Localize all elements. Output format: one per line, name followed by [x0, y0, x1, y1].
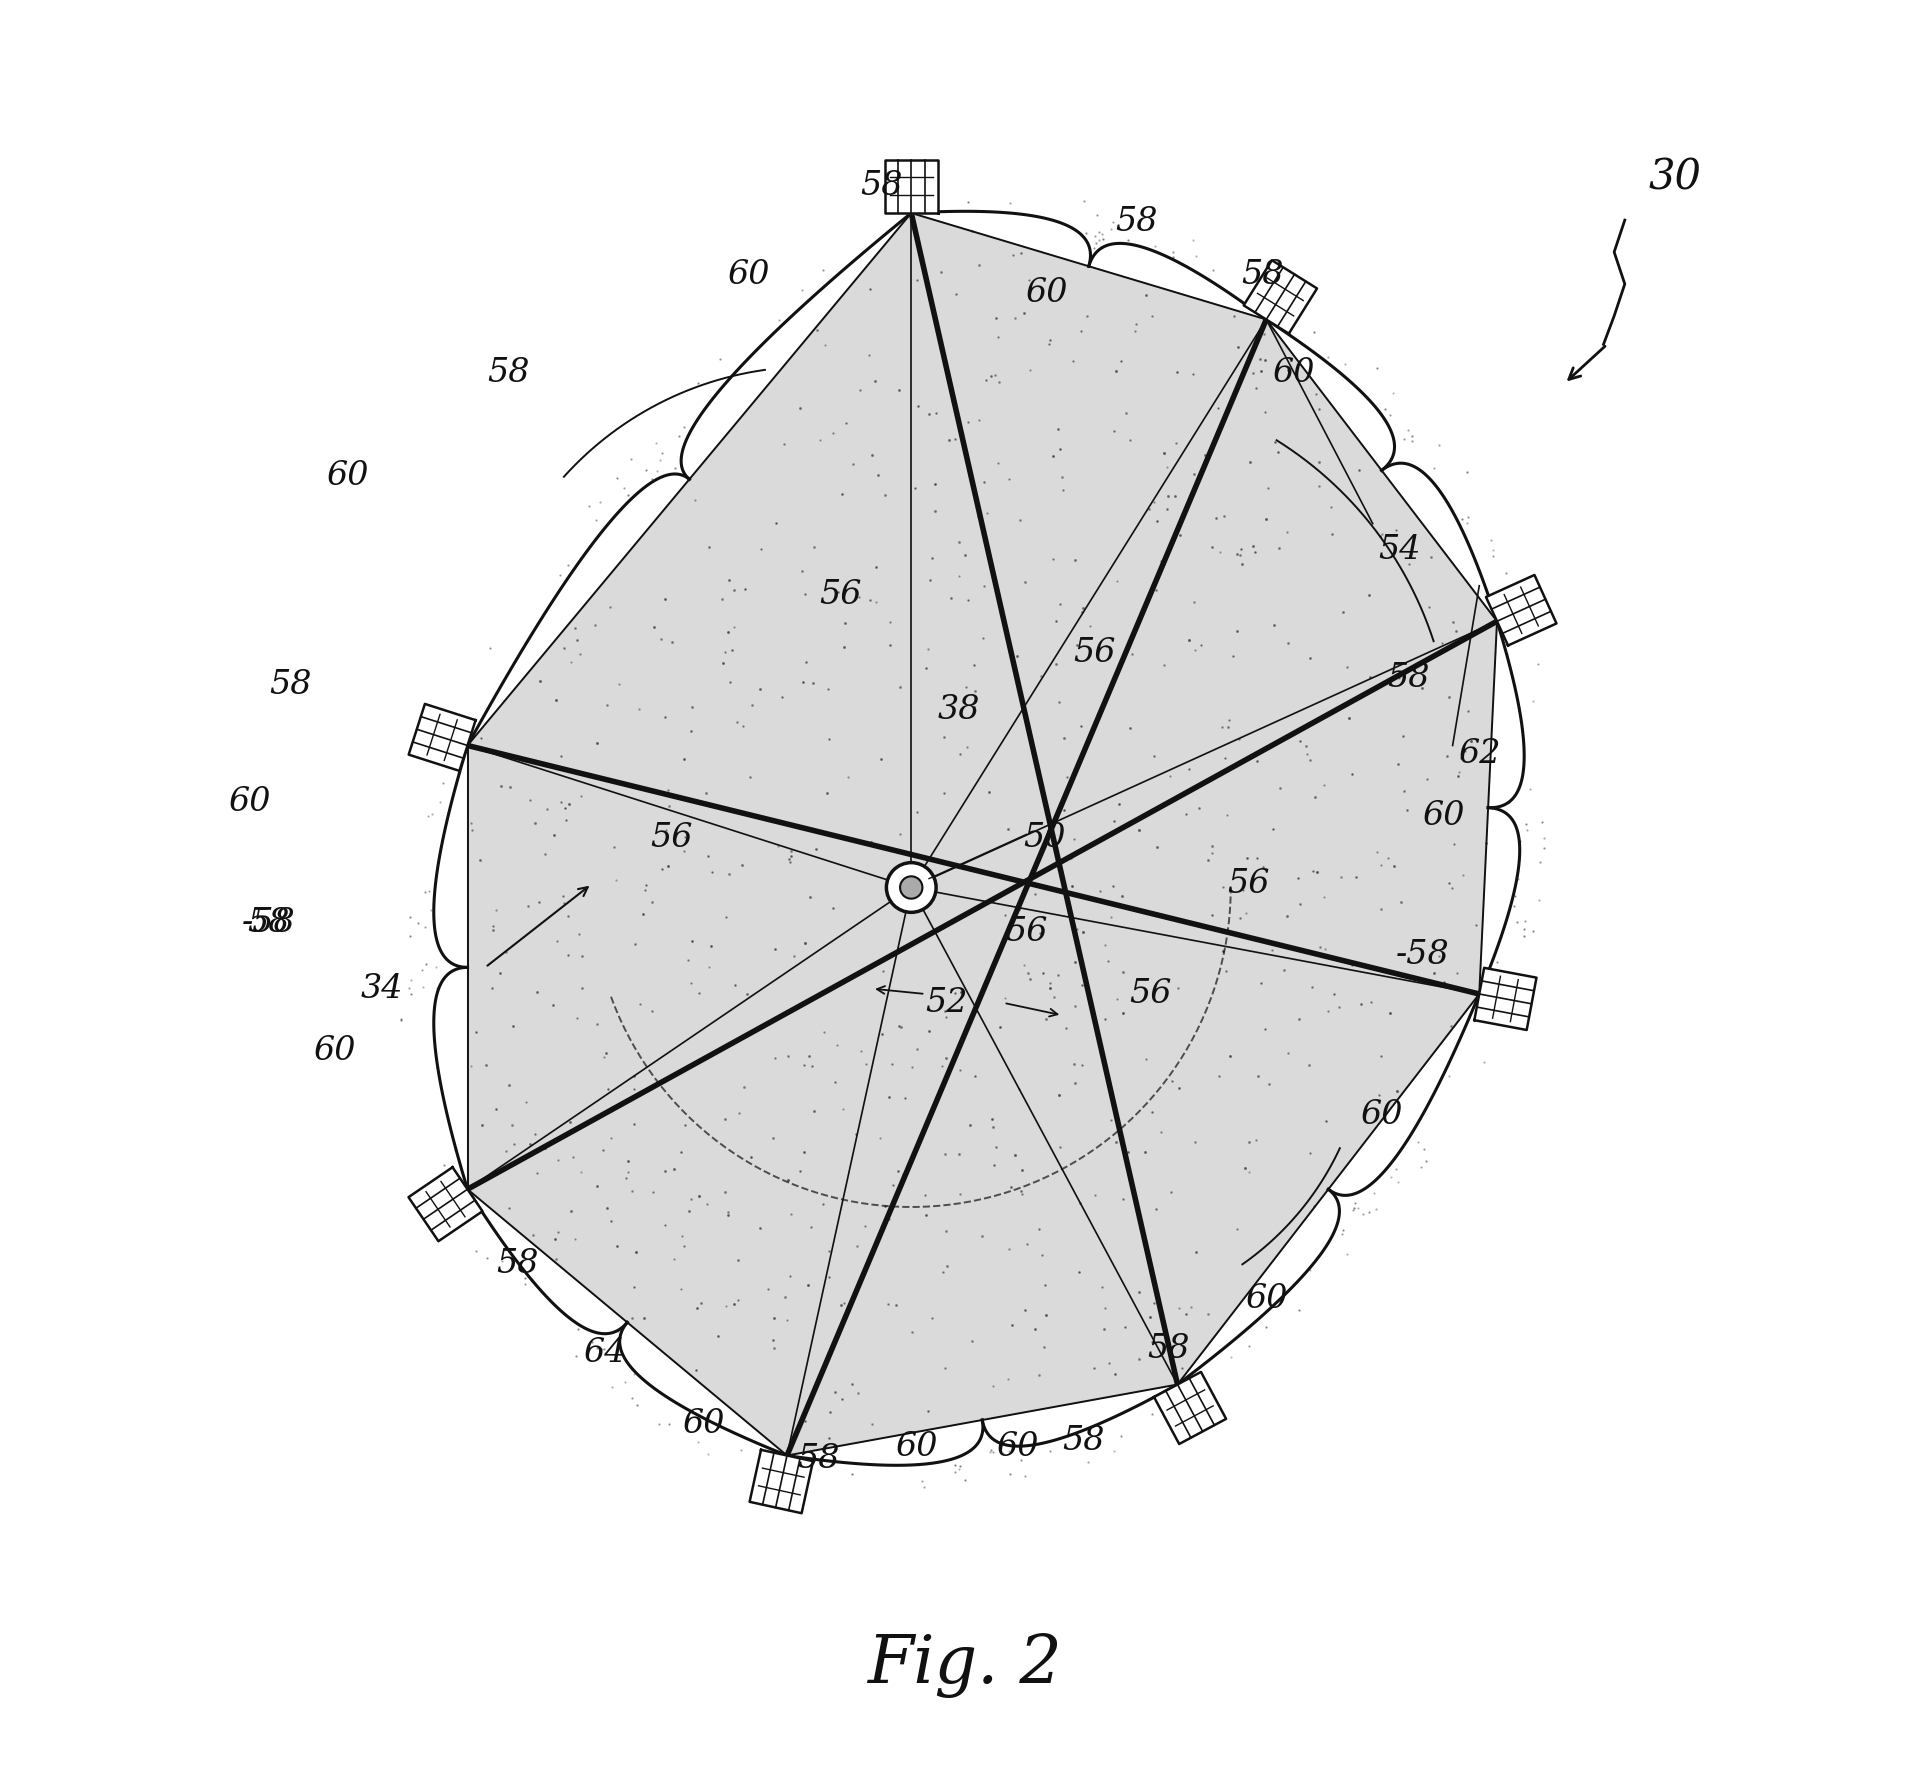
Circle shape [887, 863, 936, 912]
Polygon shape [467, 888, 910, 1456]
Text: 60: 60 [1360, 1099, 1402, 1131]
Polygon shape [467, 746, 910, 1189]
Text: 58: 58 [1387, 662, 1429, 694]
Polygon shape [910, 213, 1265, 888]
Text: Fig. 2: Fig. 2 [868, 1633, 1061, 1697]
Text: 56: 56 [1130, 978, 1173, 1010]
Text: 56: 56 [1073, 637, 1115, 669]
Polygon shape [910, 888, 1480, 1384]
Text: 62: 62 [1458, 738, 1501, 770]
Text: 60: 60 [1271, 357, 1314, 389]
Text: 52: 52 [926, 987, 968, 1019]
Text: 58: 58 [1115, 206, 1157, 238]
Polygon shape [409, 1168, 482, 1241]
Polygon shape [409, 705, 476, 770]
Text: 60: 60 [997, 1431, 1040, 1463]
Text: 60: 60 [1244, 1283, 1287, 1315]
Polygon shape [787, 888, 1177, 1456]
Polygon shape [467, 213, 910, 888]
Text: 60: 60 [727, 259, 770, 291]
Text: 60: 60 [895, 1431, 937, 1463]
Text: 50: 50 [1022, 822, 1065, 854]
Text: 58: 58 [496, 1248, 538, 1280]
Text: 58: 58 [1148, 1333, 1190, 1365]
Circle shape [901, 877, 922, 898]
Text: 38: 38 [937, 694, 980, 726]
Text: 56: 56 [1227, 868, 1269, 900]
Text: 56: 56 [1005, 916, 1047, 948]
Polygon shape [1485, 575, 1557, 646]
Text: 64: 64 [583, 1337, 625, 1369]
Text: 34: 34 [361, 973, 403, 1005]
Text: 58: 58 [247, 907, 289, 939]
Polygon shape [1244, 261, 1318, 334]
Polygon shape [750, 1450, 812, 1514]
Text: 60: 60 [312, 1035, 355, 1067]
Text: 58: 58 [799, 1443, 841, 1475]
Polygon shape [910, 621, 1497, 994]
Polygon shape [1474, 967, 1537, 1030]
Text: 56: 56 [820, 579, 862, 611]
Text: 54: 54 [1377, 534, 1420, 566]
Text: 58: 58 [1063, 1425, 1105, 1457]
Text: 56: 56 [650, 822, 693, 854]
Text: 60: 60 [683, 1408, 725, 1440]
Text: 60: 60 [1422, 801, 1464, 832]
Polygon shape [885, 160, 937, 213]
Text: 60: 60 [1024, 277, 1067, 309]
Text: 58: 58 [268, 669, 311, 701]
Text: 58: 58 [488, 357, 530, 389]
Text: -58: -58 [241, 907, 295, 939]
Text: 60: 60 [326, 460, 368, 492]
Text: 58: 58 [1242, 259, 1285, 291]
Polygon shape [1154, 1372, 1227, 1445]
Text: 58: 58 [860, 170, 903, 202]
Polygon shape [910, 320, 1497, 888]
Text: 60: 60 [228, 786, 270, 818]
Text: -58: -58 [1395, 939, 1449, 971]
Text: 30: 30 [1647, 156, 1701, 199]
